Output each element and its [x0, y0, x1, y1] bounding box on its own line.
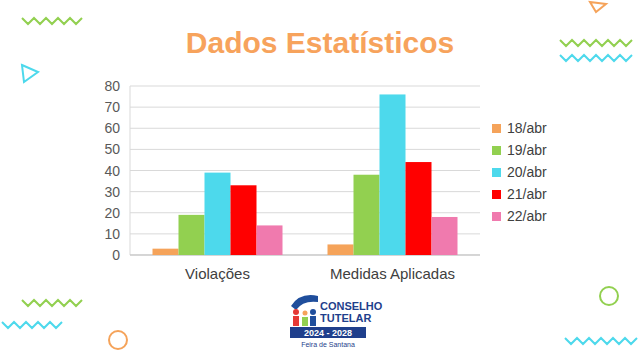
logo-figure	[310, 309, 316, 315]
grid	[130, 86, 480, 255]
y-tick-label: 20	[104, 205, 120, 221]
logo: CONSELHOTUTELAR 2024 - 2028 Feira de Santa…	[290, 295, 383, 348]
grid-line	[130, 86, 480, 87]
legend-swatch	[492, 190, 501, 199]
bar	[153, 249, 179, 255]
logo-figure	[310, 316, 316, 326]
legend-label: 20/abr	[507, 164, 547, 180]
page: Dados Estatísticos 0 10 20 30 40 50 60 70 80 Viola…	[0, 0, 640, 355]
triangle	[590, 2, 606, 12]
legend-swatch	[492, 168, 501, 177]
y-tick-label: 70	[104, 99, 120, 115]
bar	[257, 225, 283, 255]
x-tick-label: Violações	[185, 265, 250, 282]
bar	[432, 217, 458, 255]
logo-figure	[293, 309, 299, 315]
legend: 18/abr 19/abr 20/abr 21/abr 22/abr	[492, 120, 547, 224]
bar	[205, 173, 231, 255]
logo-figure	[302, 317, 308, 326]
y-tick-label: 50	[104, 141, 120, 157]
zigzag	[560, 40, 632, 46]
logo-roof	[291, 295, 318, 310]
x-tick-label: Medidas Aplicadas	[330, 265, 455, 282]
y-axis	[130, 86, 131, 255]
bar	[406, 162, 432, 255]
zigzag	[2, 322, 62, 328]
legend-label: 22/abr	[507, 208, 547, 224]
bar	[354, 175, 380, 255]
y-tick-label: 60	[104, 120, 120, 136]
circle	[600, 287, 618, 305]
y-tick-label: 40	[104, 163, 120, 179]
zigzag	[560, 55, 632, 61]
logo-text: CONSELHO	[320, 300, 383, 312]
y-tick-label: 80	[104, 78, 120, 94]
grid-line	[130, 149, 480, 150]
grid-line	[130, 128, 480, 129]
bars	[153, 94, 458, 255]
y-tick-label: 10	[104, 226, 120, 242]
triangle	[22, 65, 38, 82]
logo-figure	[303, 311, 308, 316]
bar	[380, 94, 406, 255]
y-tick-label: 30	[104, 184, 120, 200]
logo-text: TUTELAR	[320, 312, 371, 324]
grid-line	[130, 107, 480, 108]
zigzag	[22, 300, 82, 306]
title: Dados Estatísticos	[186, 26, 454, 59]
bar	[179, 215, 205, 255]
legend-swatch	[492, 212, 501, 221]
chart: Dados Estatísticos 0 10 20 30 40 50 60 70 80 Viola…	[0, 0, 640, 355]
legend-label: 21/abr	[507, 186, 547, 202]
logo-text: 2024 - 2028	[304, 328, 352, 338]
bar	[328, 244, 354, 255]
logo-band	[290, 327, 366, 338]
zigzag	[22, 18, 82, 24]
bar	[231, 185, 257, 255]
legend-label: 19/abr	[507, 142, 547, 158]
logo-figure	[293, 316, 299, 326]
legend-swatch	[492, 124, 501, 133]
circle	[109, 331, 127, 349]
logo-text: Feira de Santana	[301, 341, 355, 348]
zigzag	[565, 338, 637, 344]
y-tick-label: 0	[112, 247, 120, 263]
decorations	[2, 2, 637, 349]
legend-swatch	[492, 146, 501, 155]
legend-label: 18/abr	[507, 120, 547, 136]
